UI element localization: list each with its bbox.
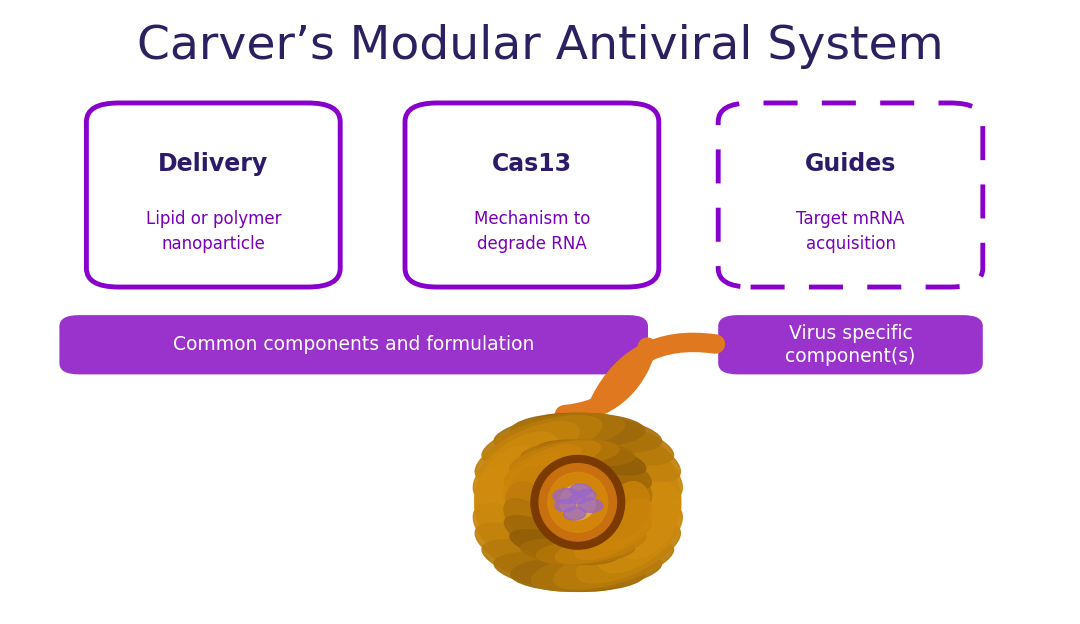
Ellipse shape	[494, 414, 624, 452]
Ellipse shape	[564, 507, 585, 520]
Ellipse shape	[597, 504, 683, 573]
Ellipse shape	[620, 464, 679, 541]
Ellipse shape	[554, 540, 674, 589]
Text: Common components and formulation: Common components and formulation	[173, 335, 535, 354]
FancyBboxPatch shape	[86, 103, 340, 287]
Ellipse shape	[504, 445, 581, 489]
Ellipse shape	[482, 540, 602, 589]
Ellipse shape	[504, 499, 563, 551]
Ellipse shape	[539, 464, 617, 541]
Ellipse shape	[511, 413, 645, 448]
Ellipse shape	[510, 441, 600, 475]
Text: Virus specific
component(s): Virus specific component(s)	[785, 323, 916, 366]
FancyBboxPatch shape	[405, 103, 659, 287]
Ellipse shape	[476, 464, 536, 541]
Ellipse shape	[475, 523, 579, 583]
Ellipse shape	[475, 422, 579, 482]
FancyBboxPatch shape	[718, 315, 983, 374]
Ellipse shape	[473, 504, 558, 573]
Ellipse shape	[537, 539, 635, 565]
Ellipse shape	[579, 489, 596, 500]
Ellipse shape	[575, 515, 651, 560]
Text: Lipid or polymer
nanoparticle: Lipid or polymer nanoparticle	[146, 210, 281, 253]
Ellipse shape	[555, 499, 576, 512]
Ellipse shape	[570, 484, 592, 495]
Ellipse shape	[507, 466, 551, 523]
Ellipse shape	[593, 499, 651, 551]
Ellipse shape	[504, 454, 563, 506]
Ellipse shape	[575, 445, 651, 489]
Ellipse shape	[537, 440, 635, 466]
Ellipse shape	[605, 466, 649, 523]
Text: Carver’s Modular Antiviral System: Carver’s Modular Antiviral System	[137, 24, 943, 69]
Ellipse shape	[521, 539, 619, 565]
Ellipse shape	[555, 441, 646, 475]
Ellipse shape	[511, 557, 645, 592]
Ellipse shape	[531, 456, 624, 549]
Ellipse shape	[577, 523, 680, 583]
Ellipse shape	[577, 422, 680, 482]
Ellipse shape	[605, 482, 649, 539]
Ellipse shape	[504, 515, 581, 560]
Ellipse shape	[555, 530, 646, 564]
Ellipse shape	[521, 440, 619, 466]
Ellipse shape	[510, 530, 600, 564]
Ellipse shape	[531, 414, 662, 452]
Ellipse shape	[507, 482, 551, 539]
Ellipse shape	[561, 485, 595, 520]
Ellipse shape	[475, 446, 542, 522]
Text: Guides: Guides	[805, 152, 896, 176]
Ellipse shape	[531, 552, 662, 591]
Text: Mechanism to
degrade RNA: Mechanism to degrade RNA	[474, 210, 590, 253]
Ellipse shape	[482, 416, 602, 465]
Text: Delivery: Delivery	[158, 152, 269, 176]
Ellipse shape	[494, 552, 624, 591]
Ellipse shape	[475, 483, 542, 558]
FancyBboxPatch shape	[718, 103, 983, 287]
Ellipse shape	[613, 483, 680, 558]
Ellipse shape	[473, 432, 558, 501]
Ellipse shape	[578, 499, 603, 512]
Ellipse shape	[597, 432, 683, 501]
Ellipse shape	[553, 489, 580, 504]
Text: Cas13: Cas13	[491, 152, 572, 176]
Ellipse shape	[554, 416, 674, 465]
Ellipse shape	[593, 454, 651, 506]
Ellipse shape	[548, 472, 608, 532]
Ellipse shape	[569, 495, 586, 504]
Ellipse shape	[613, 446, 680, 522]
FancyBboxPatch shape	[59, 315, 648, 374]
Text: Target mRNA
acquisition: Target mRNA acquisition	[796, 210, 905, 253]
